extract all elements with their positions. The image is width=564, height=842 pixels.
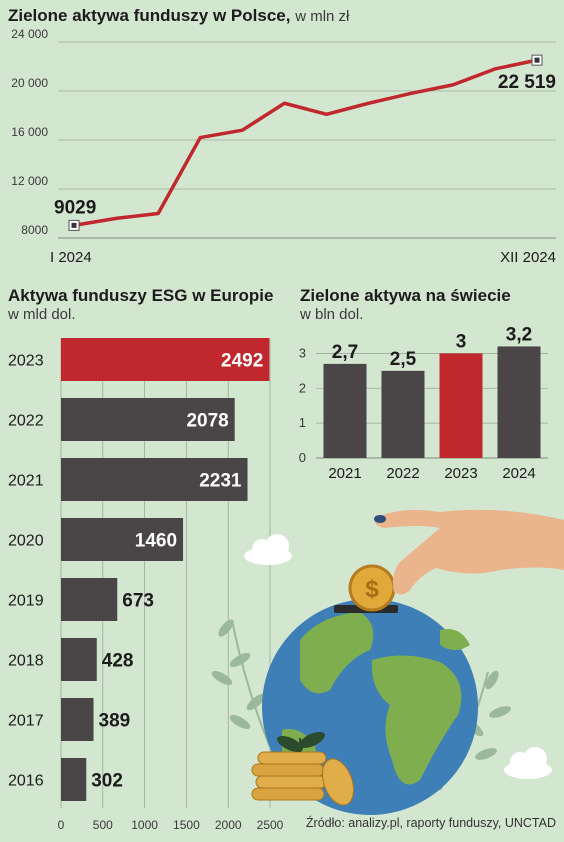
x-tick-label: 2000 [215, 818, 242, 832]
line-chart-title-text: Zielone aktywa funduszy w Polsce, [8, 6, 291, 25]
sprout-icon [277, 731, 325, 753]
bar [61, 458, 248, 501]
data-label: 2,7 [332, 342, 358, 363]
bar [497, 346, 541, 458]
data-label: 302 [91, 771, 123, 792]
data-label: 2231 [199, 471, 242, 492]
bar [61, 398, 235, 441]
category-label: 2020 [8, 533, 44, 550]
svg-text:$: $ [365, 576, 379, 603]
y-tick-label: 24 000 [11, 27, 48, 41]
line-chart-unit: w mln zł [295, 8, 350, 25]
world-chart-subtitle: w bln dol. [300, 306, 364, 323]
category-label: 2023 [444, 465, 477, 482]
europe-chart-title: Aktywa funduszy ESG w Europie [8, 286, 274, 305]
cloud-icon [504, 747, 552, 779]
x-tick-label-start: I 2024 [50, 249, 92, 266]
world-chart-title: Zielone aktywa na świecie [300, 286, 511, 305]
category-label: 2021 [328, 465, 361, 482]
x-tick-label: 1000 [131, 818, 158, 832]
data-label: 1460 [135, 531, 177, 552]
y-tick-label: 20 000 [11, 76, 48, 90]
y-tick-label: 3 [299, 345, 306, 360]
europe-chart-subtitle: w mld dol. [8, 306, 76, 323]
category-label: 2022 [8, 413, 44, 430]
category-label: 2019 [8, 593, 44, 610]
x-tick-label: 500 [93, 818, 113, 832]
data-label: 3 [456, 331, 467, 352]
world-bar-chart: 3 2 1 0 2,7 2021 2,5 2022 3 2023 3,2 2024 [299, 324, 548, 482]
bar [381, 370, 425, 458]
y-tick-label: 16 000 [11, 125, 48, 139]
category-label: 2024 [502, 465, 535, 482]
data-label: 2492 [221, 351, 263, 372]
category-label: 2022 [386, 465, 419, 482]
y-tick-label: 0 [299, 450, 306, 465]
y-tick-label: 12 000 [11, 174, 48, 188]
bar [61, 578, 118, 621]
bar [61, 638, 97, 681]
data-label: 428 [102, 651, 134, 672]
y-tick-label: 1 [299, 415, 306, 430]
coin-stack-icon [251, 751, 355, 806]
endpoint-marker-core [534, 57, 540, 63]
bar [61, 698, 94, 741]
x-tick-label: 1500 [173, 818, 200, 832]
bar [61, 518, 184, 561]
bar [439, 353, 483, 458]
bar [61, 338, 270, 381]
data-label: 673 [122, 591, 154, 612]
cloud-icon [244, 534, 292, 565]
x-tick-label: 0 [58, 818, 65, 832]
category-label: 2021 [8, 473, 44, 490]
category-label: 2016 [8, 773, 44, 790]
data-label: 3,2 [506, 324, 532, 345]
data-label-start: 9029 [54, 197, 96, 218]
line-chart-title: Zielone aktywa funduszy w Polsce, w mln … [8, 6, 349, 26]
hand-icon [374, 509, 564, 595]
data-label: 2,5 [390, 349, 417, 370]
series-line [73, 58, 538, 228]
x-tick-label: 2500 [257, 818, 284, 832]
data-label-end: 22 519 [498, 72, 556, 93]
bar [61, 758, 87, 801]
coin-icon: $ [348, 564, 396, 612]
category-label: 2023 [8, 353, 44, 370]
endpoint-marker-core [71, 222, 77, 228]
bar [323, 363, 367, 458]
category-label: 2017 [8, 713, 44, 730]
x-tick-label-end: XII 2024 [500, 249, 556, 266]
data-label: 2078 [186, 411, 228, 432]
y-tick-label: 8000 [21, 223, 48, 237]
category-label: 2018 [8, 653, 44, 670]
data-label: 389 [99, 711, 131, 732]
source-note: Źródło: analizy.pl, raporty funduszy, UN… [305, 816, 556, 830]
y-tick-label: 2 [299, 380, 306, 395]
